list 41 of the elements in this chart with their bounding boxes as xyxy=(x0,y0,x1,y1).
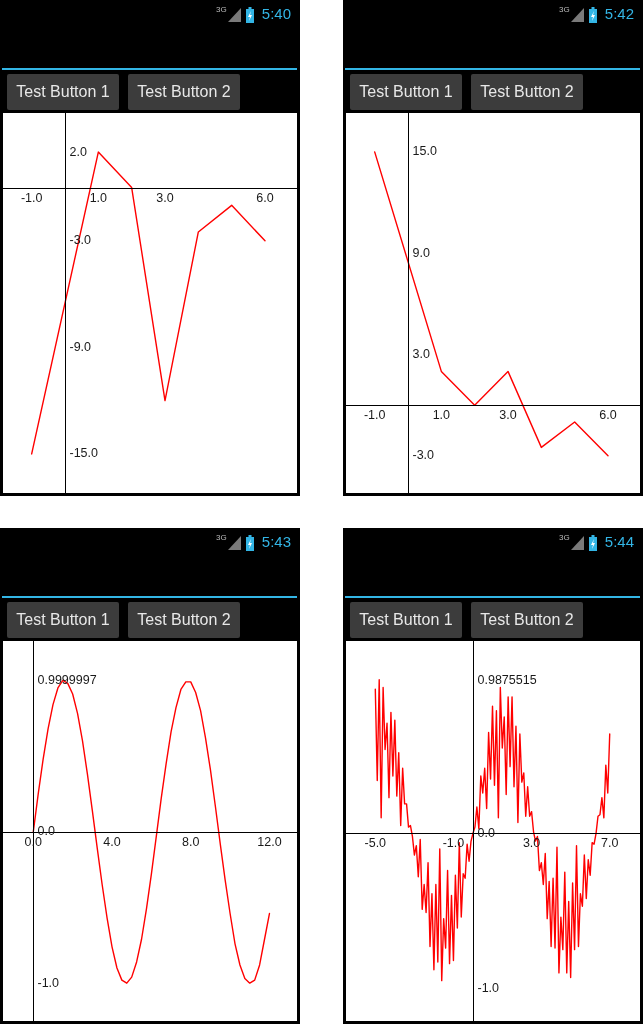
x-tick-label: 3.0 xyxy=(156,191,174,206)
button: Test Button 1 xyxy=(7,602,119,638)
text: 3G xyxy=(559,533,570,542)
y-tick-label: -1.0 xyxy=(37,975,60,990)
button: Test Button 2 xyxy=(128,602,240,638)
y-tick-label: 2.0 xyxy=(69,144,87,159)
x-tick-label: -1.0 xyxy=(363,408,386,423)
y-tick-label: 9.0 xyxy=(412,245,430,260)
text: 5:42 xyxy=(604,5,634,23)
x-tick-label: 1.0 xyxy=(432,408,451,423)
x-tick-label: 3.0 xyxy=(499,408,517,423)
text: 5:44 xyxy=(604,533,634,551)
button: Test Button 1 xyxy=(350,74,462,110)
button: Test Button 1 xyxy=(350,602,462,638)
x-tick-label: -1.0 xyxy=(20,191,43,206)
y-tick-label: -15.0 xyxy=(69,446,99,461)
x-tick-label: -1.0 xyxy=(442,836,465,851)
x-tick-label: 6.0 xyxy=(256,191,274,206)
text: 3G xyxy=(216,533,227,542)
button: Test Button 2 xyxy=(471,74,583,110)
button: Test Button 2 xyxy=(128,74,240,110)
y-tick-label: 3.0 xyxy=(412,346,430,361)
x-tick-label: 4.0 xyxy=(103,835,121,850)
button: Test Button 2 xyxy=(471,602,583,638)
x-tick-label: 1.0 xyxy=(89,191,108,206)
y-tick-label: 15.0 xyxy=(412,144,437,159)
y-tick-label: -9.0 xyxy=(69,339,92,354)
text: 3G xyxy=(559,5,570,14)
y-tick-label: 0.9999997 xyxy=(37,672,97,687)
x-tick-label: 7.0 xyxy=(601,836,619,851)
y-tick-label: -3.0 xyxy=(412,448,435,463)
button: Test Button 1 xyxy=(7,74,119,110)
text: 5:43 xyxy=(261,533,291,551)
y-tick-label: -1.0 xyxy=(477,980,500,995)
text: 3G xyxy=(216,5,227,14)
text: 5:40 xyxy=(261,5,291,23)
x-tick-label: -5.0 xyxy=(364,836,387,851)
y-tick-label: 0.9875515 xyxy=(477,672,537,687)
x-tick-label: 8.0 xyxy=(182,835,200,850)
x-tick-label: 12.0 xyxy=(257,835,282,850)
x-tick-label: 6.0 xyxy=(599,408,617,423)
